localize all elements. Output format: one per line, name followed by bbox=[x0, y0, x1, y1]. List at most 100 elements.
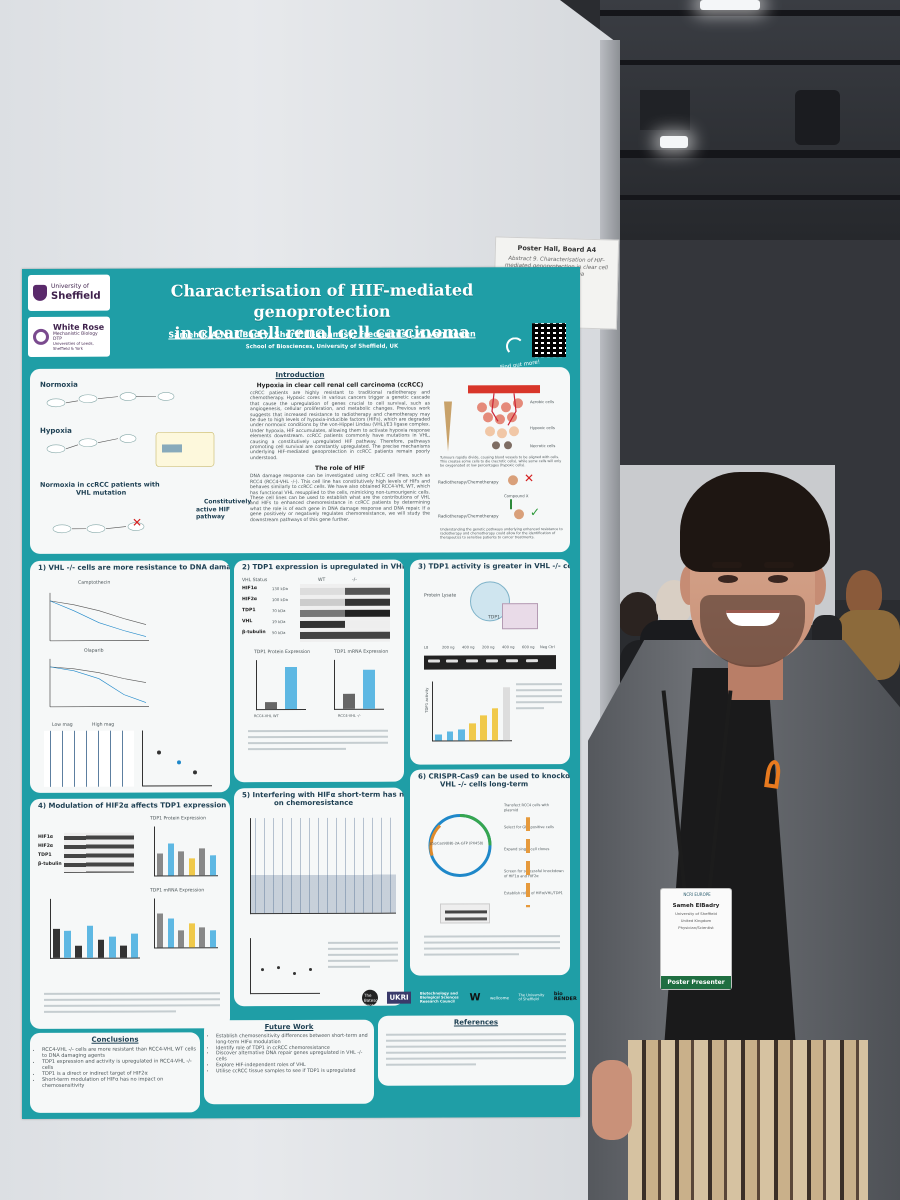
s5-scatter-plot bbox=[250, 817, 396, 915]
chart-bar bbox=[167, 918, 174, 948]
future-work-list: Establish chemosensitivity differences b… bbox=[204, 1034, 374, 1075]
chart-title: TDP1 Protein Expression bbox=[254, 649, 310, 656]
activity-axis-label: TDP1 activity bbox=[423, 687, 429, 713]
section-2-heading: 2) TDP1 expression is upregulated in VHL… bbox=[242, 562, 404, 572]
gel-image bbox=[424, 655, 556, 670]
cross-icon: ✕ bbox=[524, 471, 535, 486]
badge-affiliation: University of Sheffield bbox=[675, 911, 717, 916]
tdp1-activity-chart bbox=[432, 681, 512, 742]
crispr-step: Select for GFP-positive cells bbox=[504, 825, 554, 830]
poster-title-line1: Characterisation of HIF-mediated genopro… bbox=[170, 280, 474, 322]
chart-bar bbox=[157, 913, 164, 948]
white-rose-unis: Universities of Leeds, Sheffield & York bbox=[53, 341, 94, 351]
tumour-caption: Tumours rapidly divide, causing blood ve… bbox=[440, 455, 562, 468]
crispr-step: Establish roles of HIFα/VHL/TDP1 bbox=[504, 891, 563, 896]
kda-label: 100 kDa bbox=[272, 597, 288, 603]
low-mag-label: Low mag bbox=[52, 722, 73, 728]
tumour-figure: Aerobic cells Hypoxic cells Necrotic cel… bbox=[438, 381, 566, 546]
vhl-status-label: VHL Status bbox=[242, 578, 268, 584]
chart-bar bbox=[119, 945, 127, 958]
radiotherapy-label-1: Radiotherapy/Chemotherapy bbox=[438, 479, 499, 485]
badge-name: Sameh ElBadry bbox=[672, 903, 720, 909]
bar-wt bbox=[343, 694, 355, 709]
conclusion-item: Short-term modulation of HIFα has no imp… bbox=[42, 1076, 200, 1088]
section-6-panel: 6) CRISPR-Cas9 can be used to knockdown … bbox=[410, 769, 570, 976]
badge-role: Poster Presenter bbox=[661, 976, 731, 989]
lane-label: L8 bbox=[424, 645, 429, 650]
chart-bar bbox=[157, 853, 164, 876]
chart-bar bbox=[108, 937, 116, 958]
presenter-eye bbox=[768, 575, 788, 583]
chart-bar bbox=[188, 858, 195, 876]
chart-bar bbox=[480, 715, 488, 741]
chart-bar bbox=[86, 925, 94, 958]
protein-label: HIF2α bbox=[38, 843, 54, 849]
ceiling-projector bbox=[795, 90, 840, 145]
western-blot bbox=[300, 583, 390, 643]
olaparib-label: Olaparib bbox=[84, 648, 104, 654]
ceiling-truss bbox=[620, 150, 900, 158]
board-label-title: Poster Hall, Board A4 bbox=[517, 243, 597, 255]
lane-label: 200 ng bbox=[442, 645, 455, 650]
cell-icon bbox=[508, 475, 518, 486]
chart-bar bbox=[64, 931, 72, 958]
protein-label: β-tubulin bbox=[242, 630, 266, 636]
s4-western-blot bbox=[64, 832, 134, 873]
wt-label: WT bbox=[318, 577, 326, 583]
section-5-heading-1: 5) Interfering with HIFα short-term has … bbox=[242, 790, 404, 800]
chart-bar bbox=[178, 930, 185, 948]
plasmid-map bbox=[428, 813, 492, 877]
section-2-text bbox=[248, 726, 388, 776]
presenter-hand bbox=[592, 1060, 632, 1140]
badge-event-logo: NCRI EUROPE bbox=[683, 892, 711, 897]
tumour-necrotic-label: Necrotic cells bbox=[530, 443, 556, 449]
kda-label: 70 kDa bbox=[272, 608, 286, 614]
intro-paragraph2: DNA damage response can be investigated … bbox=[250, 473, 430, 523]
intro-paragraph1: ccRCC patients are highly resistant to t… bbox=[250, 390, 430, 462]
radiotherapy-caption: Understanding the genetic pathways under… bbox=[440, 527, 563, 540]
category-ko-label: RCC4-VHL -/- bbox=[338, 713, 361, 718]
section-3-panel: 3) TDP1 activity is greater in VHL -/- c… bbox=[410, 559, 570, 765]
chart-bar bbox=[167, 843, 174, 876]
chart-bar bbox=[457, 729, 465, 741]
compound-x-label: Compound X bbox=[504, 493, 529, 499]
s4-chart1-title: TDP1 Protein Expression bbox=[150, 816, 206, 822]
lane-label: 400 ng bbox=[502, 645, 515, 650]
sponsor-logo: W bbox=[469, 991, 481, 1003]
conclusion-item: TDP1 expression and activity is upregula… bbox=[42, 1058, 200, 1071]
references-text bbox=[378, 1033, 574, 1066]
section-6-text bbox=[424, 931, 560, 971]
attendee-head bbox=[846, 570, 882, 616]
tumour-illustration bbox=[444, 385, 540, 452]
conclusions-list: RCC4-VHL -/- cells are more resistant th… bbox=[30, 1046, 200, 1089]
s4-mrna-chart-left bbox=[50, 898, 140, 959]
intro-panel: Introduction Normoxia Hypoxia Normoxia i… bbox=[30, 367, 570, 554]
ceiling-light bbox=[700, 0, 760, 10]
bar-ko bbox=[285, 667, 297, 710]
presenter-smile bbox=[726, 610, 780, 626]
survival-curves bbox=[49, 592, 149, 708]
presenter-hair bbox=[680, 472, 830, 572]
chart-bar bbox=[199, 848, 206, 876]
section-4-text bbox=[44, 988, 220, 1023]
qr-code[interactable] bbox=[532, 323, 566, 358]
chart-bar bbox=[199, 927, 206, 948]
chart-bar bbox=[446, 731, 454, 741]
research-poster: University of Sheffield White Rose Mecha… bbox=[22, 267, 580, 1119]
plasmid-label: pSpCas9(BB)-2A-GFP (PX458) bbox=[430, 841, 484, 846]
sponsor-logo: The Bateson Centre bbox=[362, 989, 378, 1006]
protein-label: β-tubulin bbox=[38, 861, 62, 867]
presenter-trousers bbox=[628, 1040, 868, 1200]
section-1-panel: 1) VHL -/- cells are more resistance to … bbox=[30, 560, 230, 793]
sponsor-logo: wellcome bbox=[490, 994, 509, 1000]
intro-subheading1: Hypoxia in clear cell renal cell carcino… bbox=[256, 381, 424, 390]
conclusions-panel: Conclusions RCC4-VHL -/- cells are more … bbox=[30, 1032, 200, 1113]
curved-arrow-icon bbox=[506, 337, 524, 356]
future-work-panel: Future Work Establish chemosensitivity d… bbox=[204, 1019, 374, 1105]
presenter-eye bbox=[718, 575, 738, 583]
radiotherapy-label-2: Radiotherapy/Chemotherapy bbox=[438, 513, 499, 519]
s6-blot bbox=[440, 903, 490, 924]
lane-label: 400 ng bbox=[462, 645, 475, 650]
rose-icon bbox=[33, 328, 49, 345]
camptothecin-label: Camptothecin bbox=[78, 580, 111, 586]
